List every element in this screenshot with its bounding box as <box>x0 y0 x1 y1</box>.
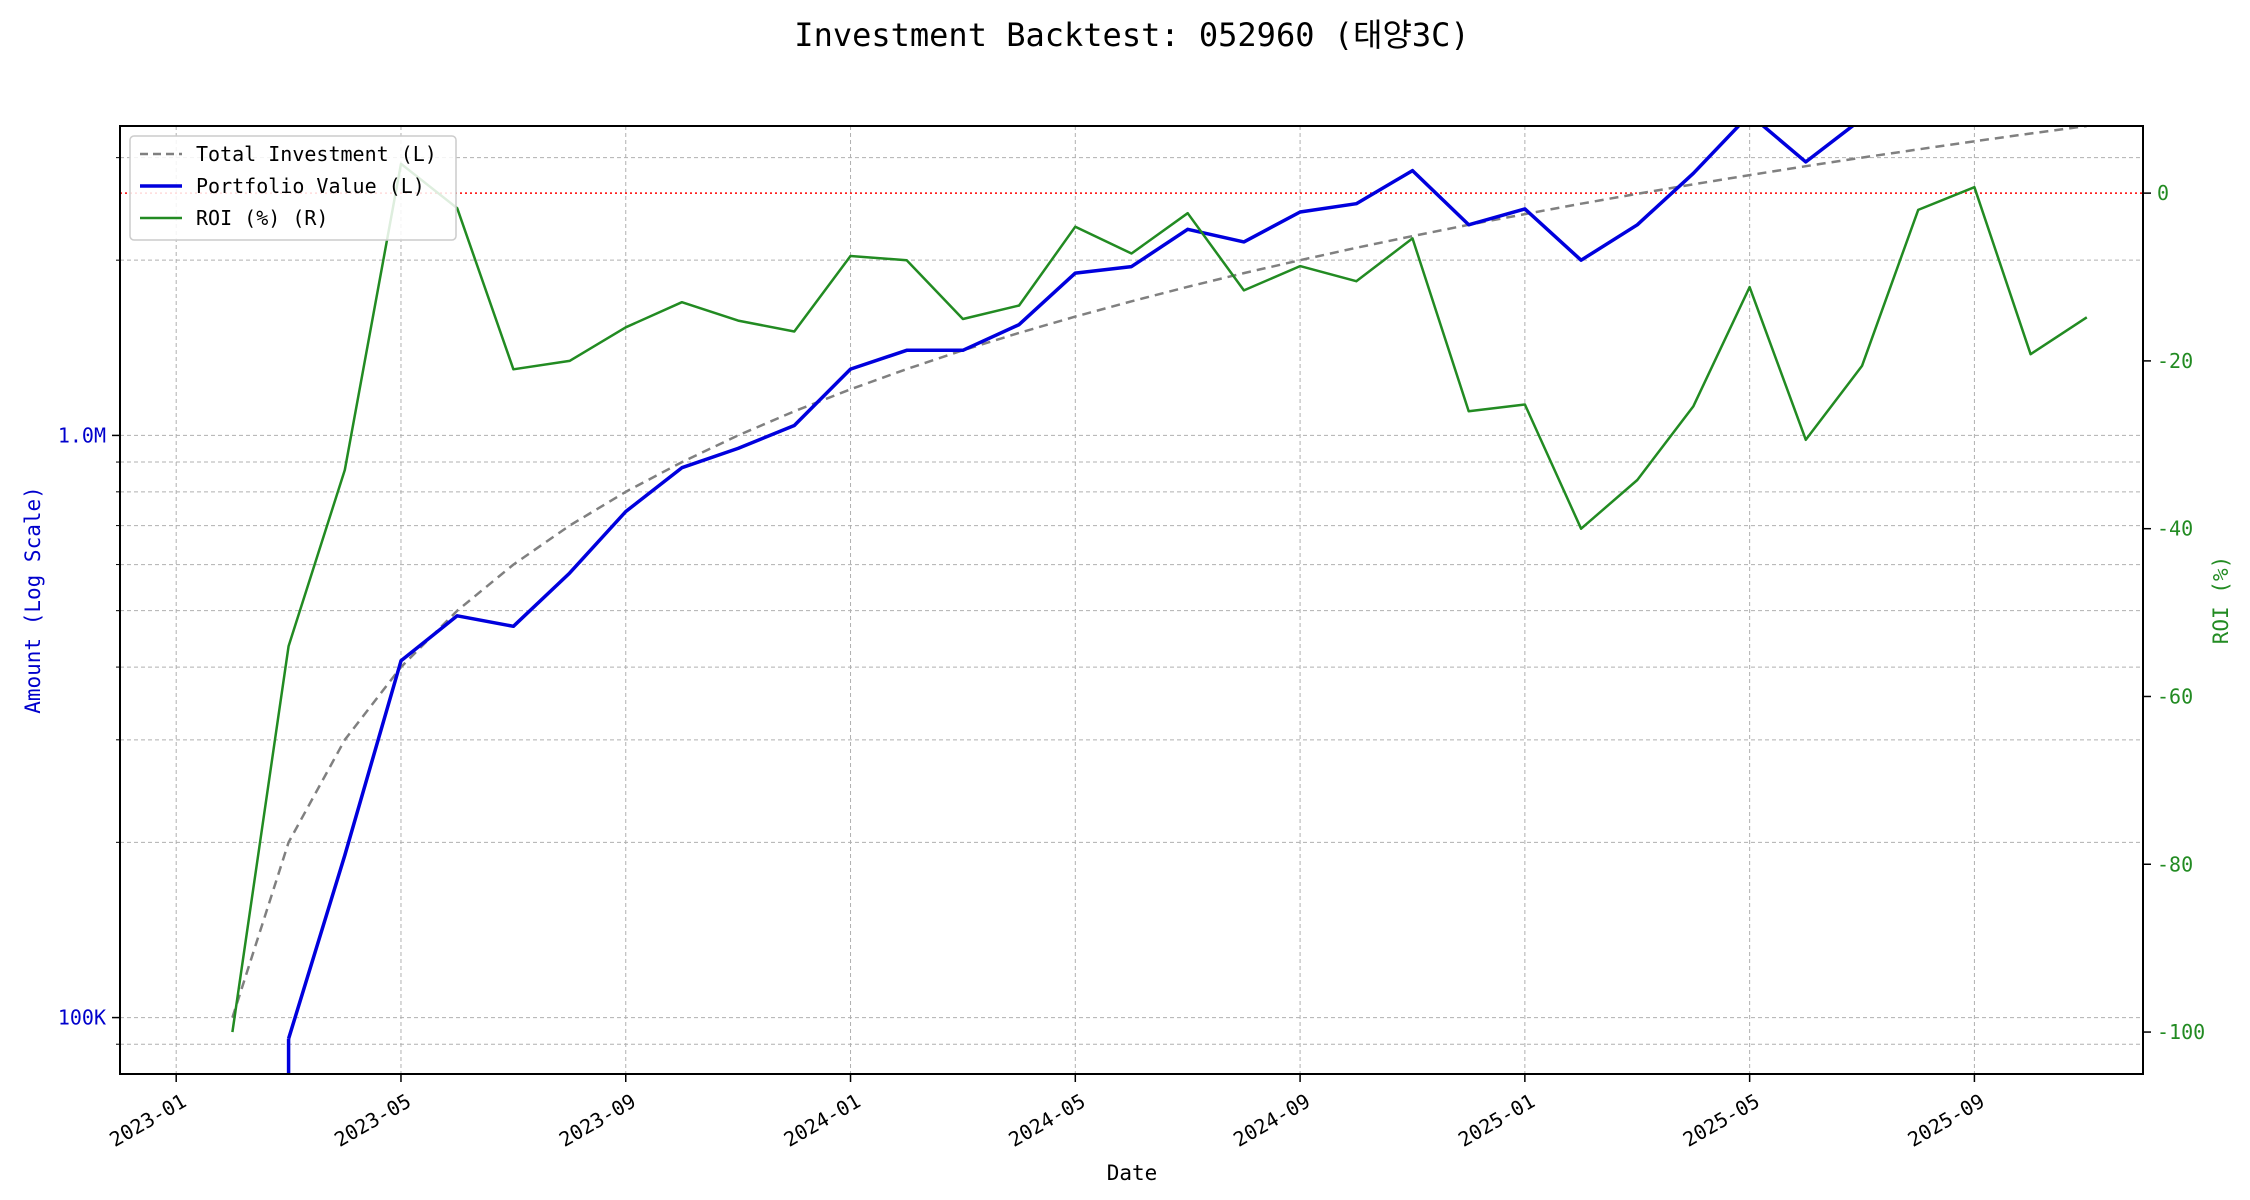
x-tick-label: 2023-05 <box>330 1089 415 1152</box>
legend-label-portfolio-value: Portfolio Value (L) <box>196 174 425 198</box>
y-axis-right-label: ROI (%) <box>2209 556 2233 645</box>
y-left-tick-label: 100K <box>58 1006 106 1030</box>
plot-frame <box>119 125 2144 1075</box>
roi-line <box>231 162 2088 1033</box>
total-investment-line <box>231 126 2087 1018</box>
x-tick-label: 2023-09 <box>555 1089 640 1152</box>
legend: Total Investment (L) Portfolio Value (L)… <box>129 135 457 241</box>
x-tick-label: 2023-01 <box>105 1089 190 1152</box>
x-tick-label: 2025-09 <box>1904 1089 1989 1152</box>
y-right-tick-label: -100 <box>2157 1020 2205 1044</box>
legend-label-roi: ROI (%) (R) <box>196 206 328 230</box>
y-right-tick-label: 0 <box>2157 181 2169 205</box>
portfolio-value-line <box>286 126 1856 1040</box>
x-tick-label: 2024-05 <box>1004 1089 1089 1152</box>
series-layer <box>231 126 2088 1074</box>
y-axis-left: 100K 1.0M <box>58 157 120 1045</box>
chart-title: Investment Backtest: 052960 (태양3C) <box>794 16 1469 54</box>
grid-layer <box>120 126 2143 1074</box>
x-tick-label: 2025-01 <box>1454 1089 1539 1152</box>
y-right-tick-label: -80 <box>2157 852 2193 876</box>
x-tick-label: 2024-09 <box>1229 1089 1314 1152</box>
y-right-tick-label: -60 <box>2157 684 2193 708</box>
legend-label-total-investment: Total Investment (L) <box>196 142 437 166</box>
x-axis: 2023-01 2023-05 2023-09 2024-01 2024-05 2024-… <box>105 1074 1989 1152</box>
x-tick-label: 2025-05 <box>1679 1089 1764 1152</box>
y-right-tick-label: -40 <box>2157 517 2193 541</box>
legend-box <box>129 135 457 241</box>
x-tick-label: 2024-01 <box>780 1089 865 1152</box>
y-axis-left-label: Amount (Log Scale) <box>21 486 45 714</box>
y-right-tick-label: -20 <box>2157 349 2193 373</box>
x-axis-label: Date <box>1107 1161 1158 1185</box>
y-axis-right: -100 -80 -60 -40 -20 0 <box>2143 181 2205 1044</box>
y-left-tick-label: 1.0M <box>58 423 106 447</box>
